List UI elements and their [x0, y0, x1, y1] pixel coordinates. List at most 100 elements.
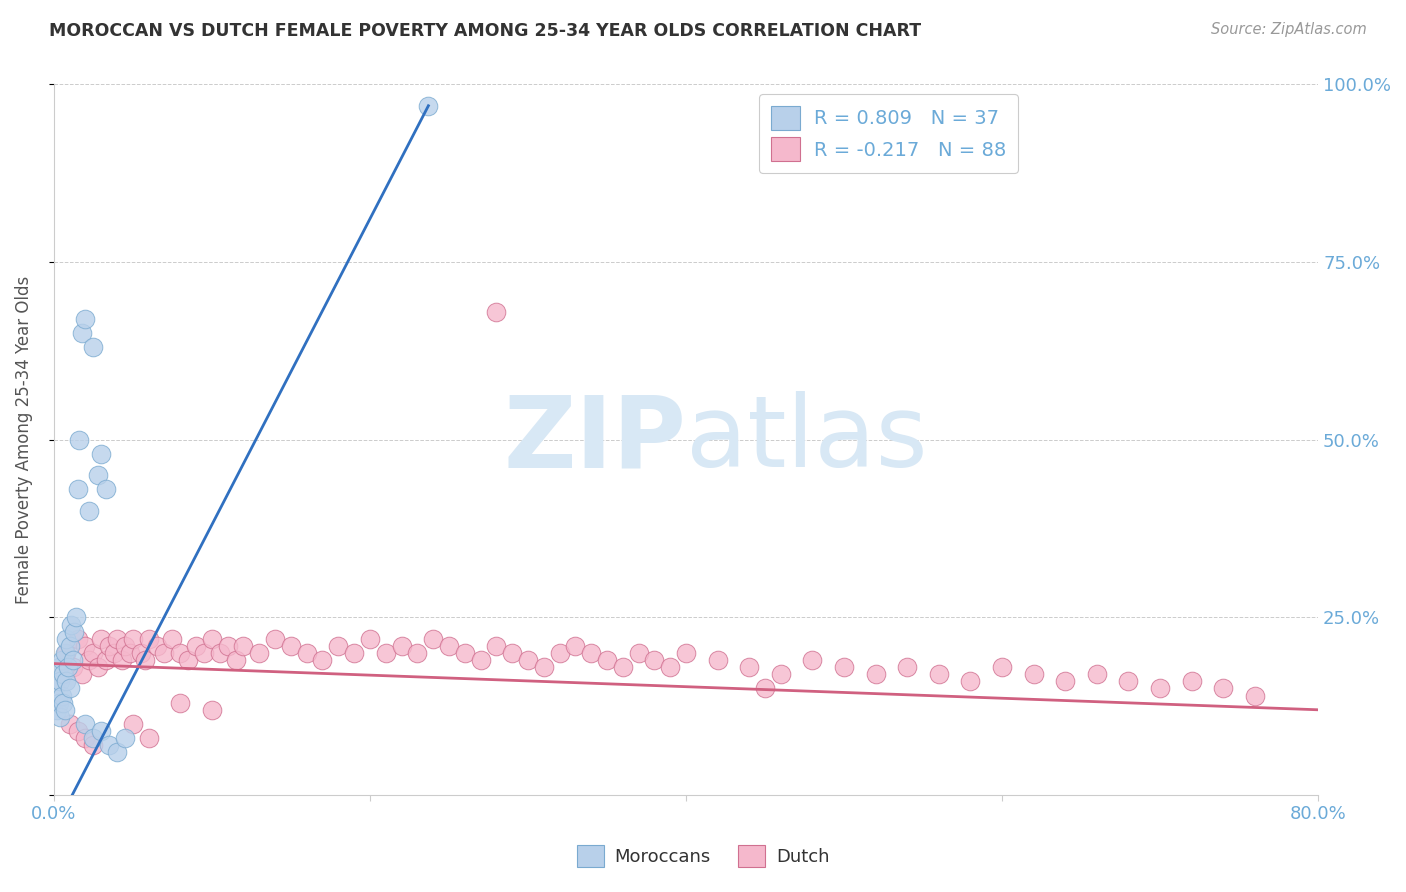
Point	[548, 646, 571, 660]
Point	[232, 639, 254, 653]
Point	[754, 681, 776, 696]
Point	[418, 99, 440, 113]
Point	[454, 646, 477, 660]
Point	[82, 646, 104, 660]
Point	[1022, 667, 1045, 681]
Point	[53, 646, 76, 660]
Point	[118, 646, 141, 660]
Point	[77, 653, 100, 667]
Point	[55, 646, 77, 660]
Point	[52, 667, 75, 681]
Point	[217, 639, 239, 653]
Point	[406, 646, 429, 660]
Point	[769, 667, 792, 681]
Point	[72, 326, 94, 340]
Point	[66, 483, 89, 497]
Point	[738, 660, 761, 674]
Point	[75, 731, 97, 746]
Point	[59, 681, 82, 696]
Point	[65, 610, 87, 624]
Point	[225, 653, 247, 667]
Point	[82, 739, 104, 753]
Point	[422, 632, 444, 646]
Point	[328, 639, 350, 653]
Point	[138, 632, 160, 646]
Point	[121, 717, 143, 731]
Point	[62, 653, 84, 667]
Point	[90, 724, 112, 739]
Point	[94, 483, 117, 497]
Point	[1118, 674, 1140, 689]
Point	[121, 632, 143, 646]
Point	[134, 653, 156, 667]
Point	[470, 653, 492, 667]
Point	[75, 639, 97, 653]
Point	[87, 660, 110, 674]
Point	[247, 646, 270, 660]
Point	[485, 639, 508, 653]
Point	[75, 717, 97, 731]
Point	[114, 731, 136, 746]
Point	[49, 674, 72, 689]
Point	[59, 717, 82, 731]
Point	[62, 660, 84, 674]
Point	[105, 632, 128, 646]
Point	[103, 646, 125, 660]
Point	[169, 646, 191, 660]
Point	[77, 504, 100, 518]
Point	[374, 646, 396, 660]
Point	[177, 653, 200, 667]
Point	[59, 639, 82, 653]
Point	[94, 653, 117, 667]
Point	[90, 632, 112, 646]
Point	[1149, 681, 1171, 696]
Point	[264, 632, 287, 646]
Point	[98, 739, 121, 753]
Point	[66, 724, 89, 739]
Point	[66, 632, 89, 646]
Point	[105, 746, 128, 760]
Point	[52, 696, 75, 710]
Point	[1181, 674, 1204, 689]
Point	[51, 689, 73, 703]
Point	[75, 312, 97, 326]
Legend: R = 0.809   N = 37, R = -0.217   N = 88: R = 0.809 N = 37, R = -0.217 N = 88	[759, 95, 1018, 173]
Point	[1212, 681, 1234, 696]
Point	[311, 653, 333, 667]
Text: atlas: atlas	[686, 392, 928, 488]
Point	[55, 632, 77, 646]
Point	[1054, 674, 1077, 689]
Point	[53, 703, 76, 717]
Point	[533, 660, 555, 674]
Point	[111, 653, 134, 667]
Point	[516, 653, 538, 667]
Point	[44, 681, 66, 696]
Text: ZIP: ZIP	[503, 392, 686, 488]
Point	[49, 710, 72, 724]
Point	[627, 646, 650, 660]
Point	[612, 660, 634, 674]
Point	[55, 674, 77, 689]
Point	[193, 646, 215, 660]
Point	[832, 660, 855, 674]
Point	[208, 646, 231, 660]
Point	[153, 646, 176, 660]
Legend: Moroccans, Dutch: Moroccans, Dutch	[569, 838, 837, 874]
Point	[184, 639, 207, 653]
Point	[201, 703, 224, 717]
Y-axis label: Female Poverty Among 25-34 Year Olds: Female Poverty Among 25-34 Year Olds	[15, 276, 32, 604]
Point	[162, 632, 184, 646]
Point	[138, 731, 160, 746]
Point	[48, 660, 70, 674]
Point	[959, 674, 981, 689]
Point	[485, 305, 508, 319]
Point	[51, 653, 73, 667]
Point	[596, 653, 619, 667]
Point	[90, 447, 112, 461]
Point	[991, 660, 1014, 674]
Point	[675, 646, 697, 660]
Point	[359, 632, 381, 646]
Point	[564, 639, 586, 653]
Point	[82, 731, 104, 746]
Point	[67, 433, 90, 447]
